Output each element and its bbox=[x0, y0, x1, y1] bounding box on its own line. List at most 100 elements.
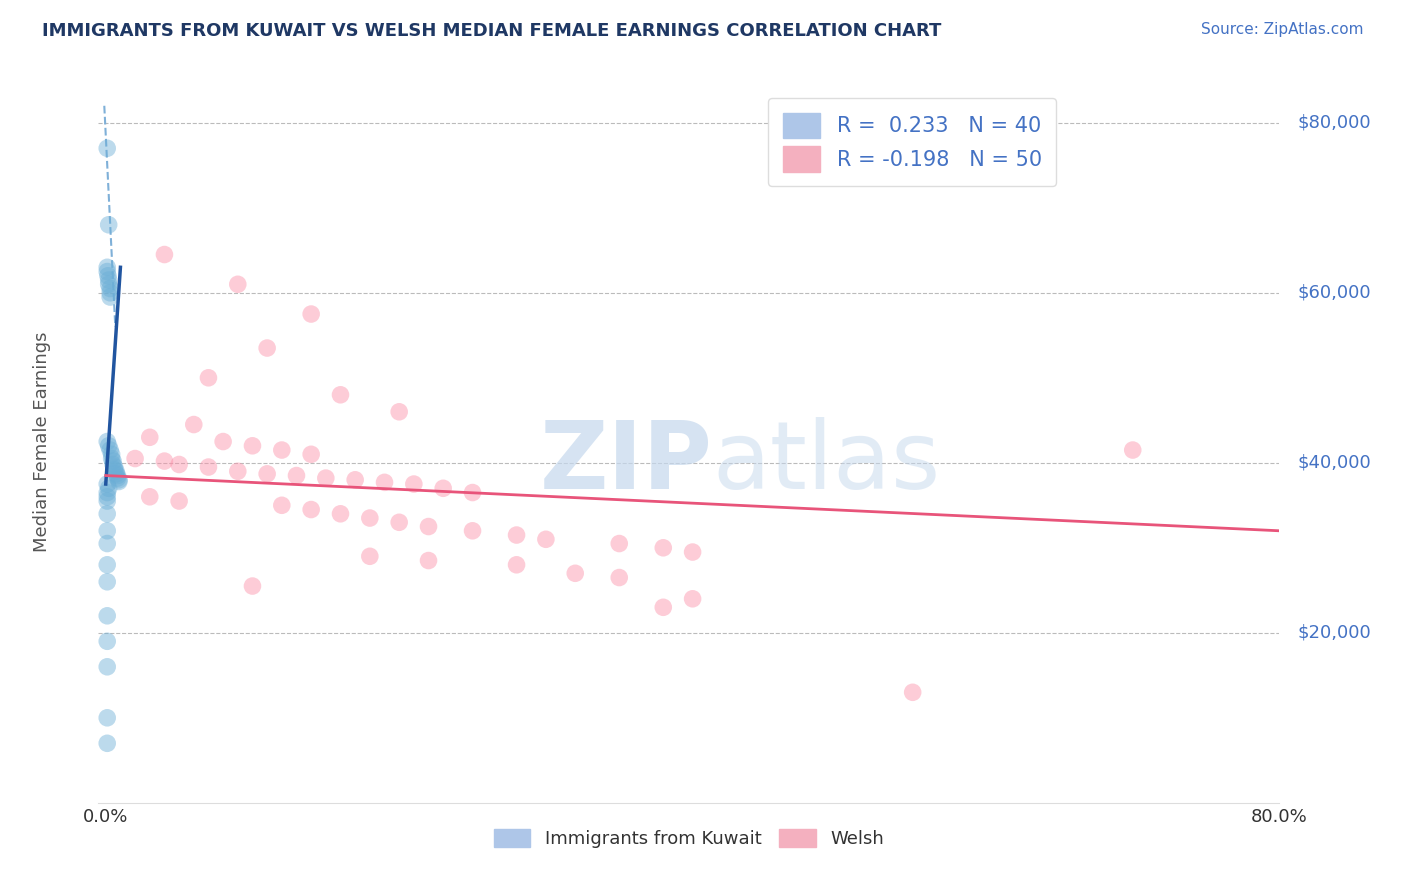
Point bbox=[96, 507, 118, 521]
Text: IMMIGRANTS FROM KUWAIT VS WELSH MEDIAN FEMALE EARNINGS CORRELATION CHART: IMMIGRANTS FROM KUWAIT VS WELSH MEDIAN F… bbox=[42, 22, 942, 40]
Point bbox=[96, 660, 118, 674]
Point bbox=[505, 558, 527, 572]
Point bbox=[652, 541, 675, 555]
Point bbox=[101, 454, 124, 468]
Point bbox=[607, 536, 630, 550]
Point bbox=[167, 458, 190, 472]
Point bbox=[256, 341, 278, 355]
Point bbox=[329, 507, 352, 521]
Point bbox=[97, 268, 120, 283]
Point bbox=[100, 451, 122, 466]
Text: $60,000: $60,000 bbox=[1298, 284, 1371, 301]
Point bbox=[101, 458, 124, 472]
Point bbox=[461, 485, 484, 500]
Point bbox=[97, 218, 120, 232]
Point bbox=[107, 471, 129, 485]
Point bbox=[96, 711, 118, 725]
Point bbox=[270, 498, 292, 512]
Point bbox=[96, 485, 118, 500]
Point bbox=[139, 490, 162, 504]
Point bbox=[108, 475, 131, 489]
Point bbox=[534, 533, 557, 547]
Point bbox=[682, 545, 704, 559]
Point bbox=[1122, 443, 1144, 458]
Point bbox=[197, 460, 219, 475]
Point bbox=[105, 467, 128, 481]
Point bbox=[315, 471, 337, 485]
Point bbox=[96, 608, 118, 623]
Point bbox=[97, 439, 120, 453]
Point bbox=[139, 430, 162, 444]
Point bbox=[96, 434, 118, 449]
Point bbox=[901, 685, 924, 699]
Point bbox=[344, 473, 367, 487]
Point bbox=[98, 290, 121, 304]
Point bbox=[226, 464, 249, 478]
Point bbox=[96, 477, 118, 491]
Text: Source: ZipAtlas.com: Source: ZipAtlas.com bbox=[1201, 22, 1364, 37]
Point bbox=[103, 460, 125, 475]
Point bbox=[153, 247, 176, 261]
Point bbox=[270, 443, 292, 458]
Point bbox=[359, 511, 381, 525]
Point bbox=[105, 464, 128, 478]
Point bbox=[96, 141, 118, 155]
Point bbox=[108, 473, 131, 487]
Point bbox=[97, 277, 120, 292]
Point bbox=[242, 439, 264, 453]
Point bbox=[183, 417, 205, 432]
Point bbox=[96, 536, 118, 550]
Point bbox=[505, 528, 527, 542]
Point bbox=[388, 405, 411, 419]
Point bbox=[461, 524, 484, 538]
Point bbox=[98, 281, 121, 295]
Point bbox=[432, 481, 454, 495]
Point bbox=[682, 591, 704, 606]
Point bbox=[226, 277, 249, 292]
Point bbox=[212, 434, 235, 449]
Point bbox=[97, 481, 120, 495]
Point bbox=[98, 443, 121, 458]
Text: atlas: atlas bbox=[713, 417, 941, 509]
Point bbox=[652, 600, 675, 615]
Text: Median Female Earnings: Median Female Earnings bbox=[32, 331, 51, 552]
Text: $40,000: $40,000 bbox=[1298, 454, 1371, 472]
Point bbox=[107, 468, 129, 483]
Point bbox=[388, 516, 411, 530]
Point bbox=[97, 273, 120, 287]
Point bbox=[285, 468, 308, 483]
Point bbox=[564, 566, 586, 581]
Text: $20,000: $20,000 bbox=[1298, 624, 1371, 642]
Point bbox=[299, 307, 322, 321]
Point bbox=[299, 447, 322, 461]
Point bbox=[103, 462, 125, 476]
Point bbox=[96, 260, 118, 275]
Point bbox=[96, 494, 118, 508]
Point bbox=[124, 451, 146, 466]
Point bbox=[329, 388, 352, 402]
Point bbox=[96, 264, 118, 278]
Point bbox=[418, 553, 440, 567]
Point bbox=[607, 570, 630, 584]
Text: ZIP: ZIP bbox=[540, 417, 713, 509]
Point bbox=[299, 502, 322, 516]
Text: $80,000: $80,000 bbox=[1298, 114, 1371, 132]
Point bbox=[256, 467, 278, 481]
Point bbox=[96, 490, 118, 504]
Point bbox=[242, 579, 264, 593]
Point bbox=[96, 574, 118, 589]
Point bbox=[100, 447, 122, 461]
Point bbox=[359, 549, 381, 564]
Legend: Immigrants from Kuwait, Welsh: Immigrants from Kuwait, Welsh bbox=[486, 822, 891, 855]
Point bbox=[96, 558, 118, 572]
Point bbox=[418, 519, 440, 533]
Point bbox=[98, 285, 121, 300]
Point bbox=[373, 475, 395, 490]
Point bbox=[96, 736, 118, 750]
Point bbox=[167, 494, 190, 508]
Point bbox=[153, 454, 176, 468]
Point bbox=[96, 634, 118, 648]
Point bbox=[96, 524, 118, 538]
Point bbox=[197, 371, 219, 385]
Point bbox=[402, 477, 425, 491]
